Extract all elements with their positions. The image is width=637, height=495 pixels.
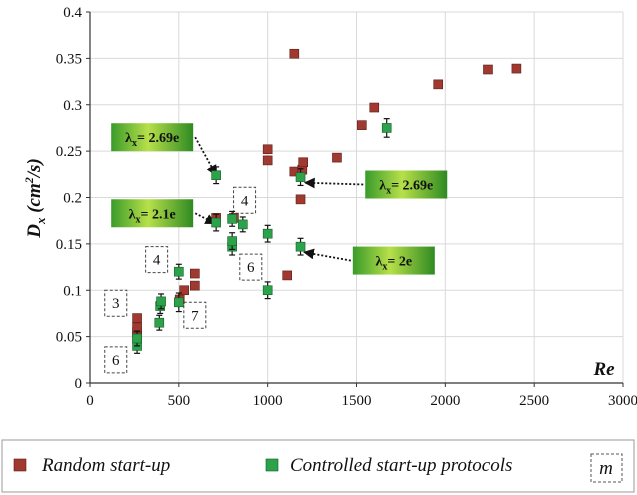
legend-controlled-label: Controlled start-up protocols [290, 455, 512, 476]
annotation-box [352, 246, 435, 275]
random-startup-point [190, 268, 200, 279]
annotation-arrow [194, 136, 217, 177]
random-startup-series [132, 48, 522, 342]
legend-random-swatch [13, 458, 27, 472]
x-axis-title: Re [592, 359, 615, 380]
random-startup-point [282, 270, 293, 281]
annotation-label: λx= 2.69e [125, 131, 179, 149]
controlled-startup-point [237, 219, 248, 230]
legend: Random start-up Controlled start-up prot… [1, 439, 635, 493]
count-box-label: 4 [241, 193, 249, 209]
random-startup-point [262, 144, 273, 155]
x-tick-label: 1500 [342, 393, 372, 409]
annotation-label: λx= 2e [376, 255, 413, 273]
count-box [145, 246, 169, 274]
annotations: λx= 2.69e λx= 2.1e λx= 2.69e λx= 2e [111, 123, 448, 275]
random-startup-point [433, 79, 444, 90]
controlled-startup-point [211, 217, 221, 228]
x-tick-label: 3000 [608, 393, 637, 409]
random-startup-point [190, 280, 200, 291]
x-tick-label: 500 [168, 393, 191, 409]
x-tick-labels: 0 500 1000 1500 2000 2500 3000 [86, 383, 637, 409]
y-tick-label: 0.35 [56, 51, 82, 67]
controlled-startup-point [156, 296, 166, 307]
count-box-label: 7 [191, 308, 199, 324]
annotation-box [111, 199, 194, 228]
count-box [233, 186, 257, 214]
y-tick-label: 0.4 [63, 5, 82, 21]
y-axis-title: Dx (cm2/s) [22, 158, 48, 239]
count-box [239, 253, 263, 281]
legend-box-label: m [599, 458, 613, 479]
count-box [104, 289, 128, 317]
random-startup-point [332, 152, 342, 163]
controlled-startup-point [132, 333, 142, 344]
controlled-startup-point [262, 228, 273, 239]
random-startup-point [132, 313, 142, 323]
count-box [183, 301, 207, 329]
controlled-startup-point [295, 172, 306, 182]
y-tick-label: 0 [75, 376, 83, 392]
legend-random-label: Random start-up [41, 455, 170, 476]
y-tick-label: 0.1 [63, 283, 82, 299]
legend-frame [1, 439, 635, 493]
controlled-startup-point [174, 297, 184, 308]
controlled-startup-point [381, 123, 392, 133]
y-tick-label: 0.15 [56, 237, 82, 253]
y-tick-labels: 0 0.05 0.1 0.15 0.2 0.25 0.3 0.35 0.4 [56, 5, 90, 392]
controlled-startup-point [211, 170, 221, 181]
annotation-arrow [303, 248, 351, 262]
annotation-label: λx= 2.1e [129, 207, 176, 225]
random-startup-point [262, 155, 273, 166]
annotation-box [111, 123, 194, 152]
controlled-startup-series [132, 118, 392, 354]
y-tick-label: 0.2 [63, 191, 82, 207]
x-tick-label: 2000 [430, 393, 460, 409]
count-boxes: 3 6 4 7 4 6 [104, 186, 263, 374]
count-box [104, 346, 128, 374]
random-startup-point [483, 64, 493, 75]
random-startup-point [298, 157, 309, 168]
controlled-startup-point [227, 236, 237, 246]
random-startup-point [357, 120, 367, 130]
x-tick-label: 2500 [519, 393, 549, 409]
random-startup-point [179, 285, 189, 296]
controlled-startup-point [154, 317, 165, 328]
annotation-arrow [303, 177, 364, 189]
random-startup-point [369, 102, 380, 113]
random-startup-point [289, 48, 300, 59]
count-box-label: 6 [112, 353, 120, 369]
controlled-startup-point [295, 241, 306, 252]
controlled-startup-point [227, 214, 237, 224]
count-box-label: 3 [112, 296, 120, 312]
controlled-startup-point [174, 266, 184, 277]
y-tick-label: 0.25 [56, 144, 82, 160]
x-tick-label: 1000 [253, 393, 283, 409]
random-startup-point [295, 194, 306, 205]
legend-box-swatch [590, 453, 623, 483]
y-tick-label: 0.05 [56, 330, 82, 346]
annotation-box [365, 170, 448, 199]
count-box-label: 6 [247, 260, 255, 276]
annotation-label: λx= 2.69e [379, 179, 433, 197]
count-box-label: 4 [153, 253, 161, 269]
grid-lines [89, 11, 624, 384]
y-tick-label: 0.3 [63, 98, 82, 114]
legend-controlled-swatch [265, 458, 279, 472]
controlled-startup-point [262, 285, 273, 296]
x-tick-label: 0 [86, 393, 94, 409]
random-startup-point [511, 63, 522, 74]
